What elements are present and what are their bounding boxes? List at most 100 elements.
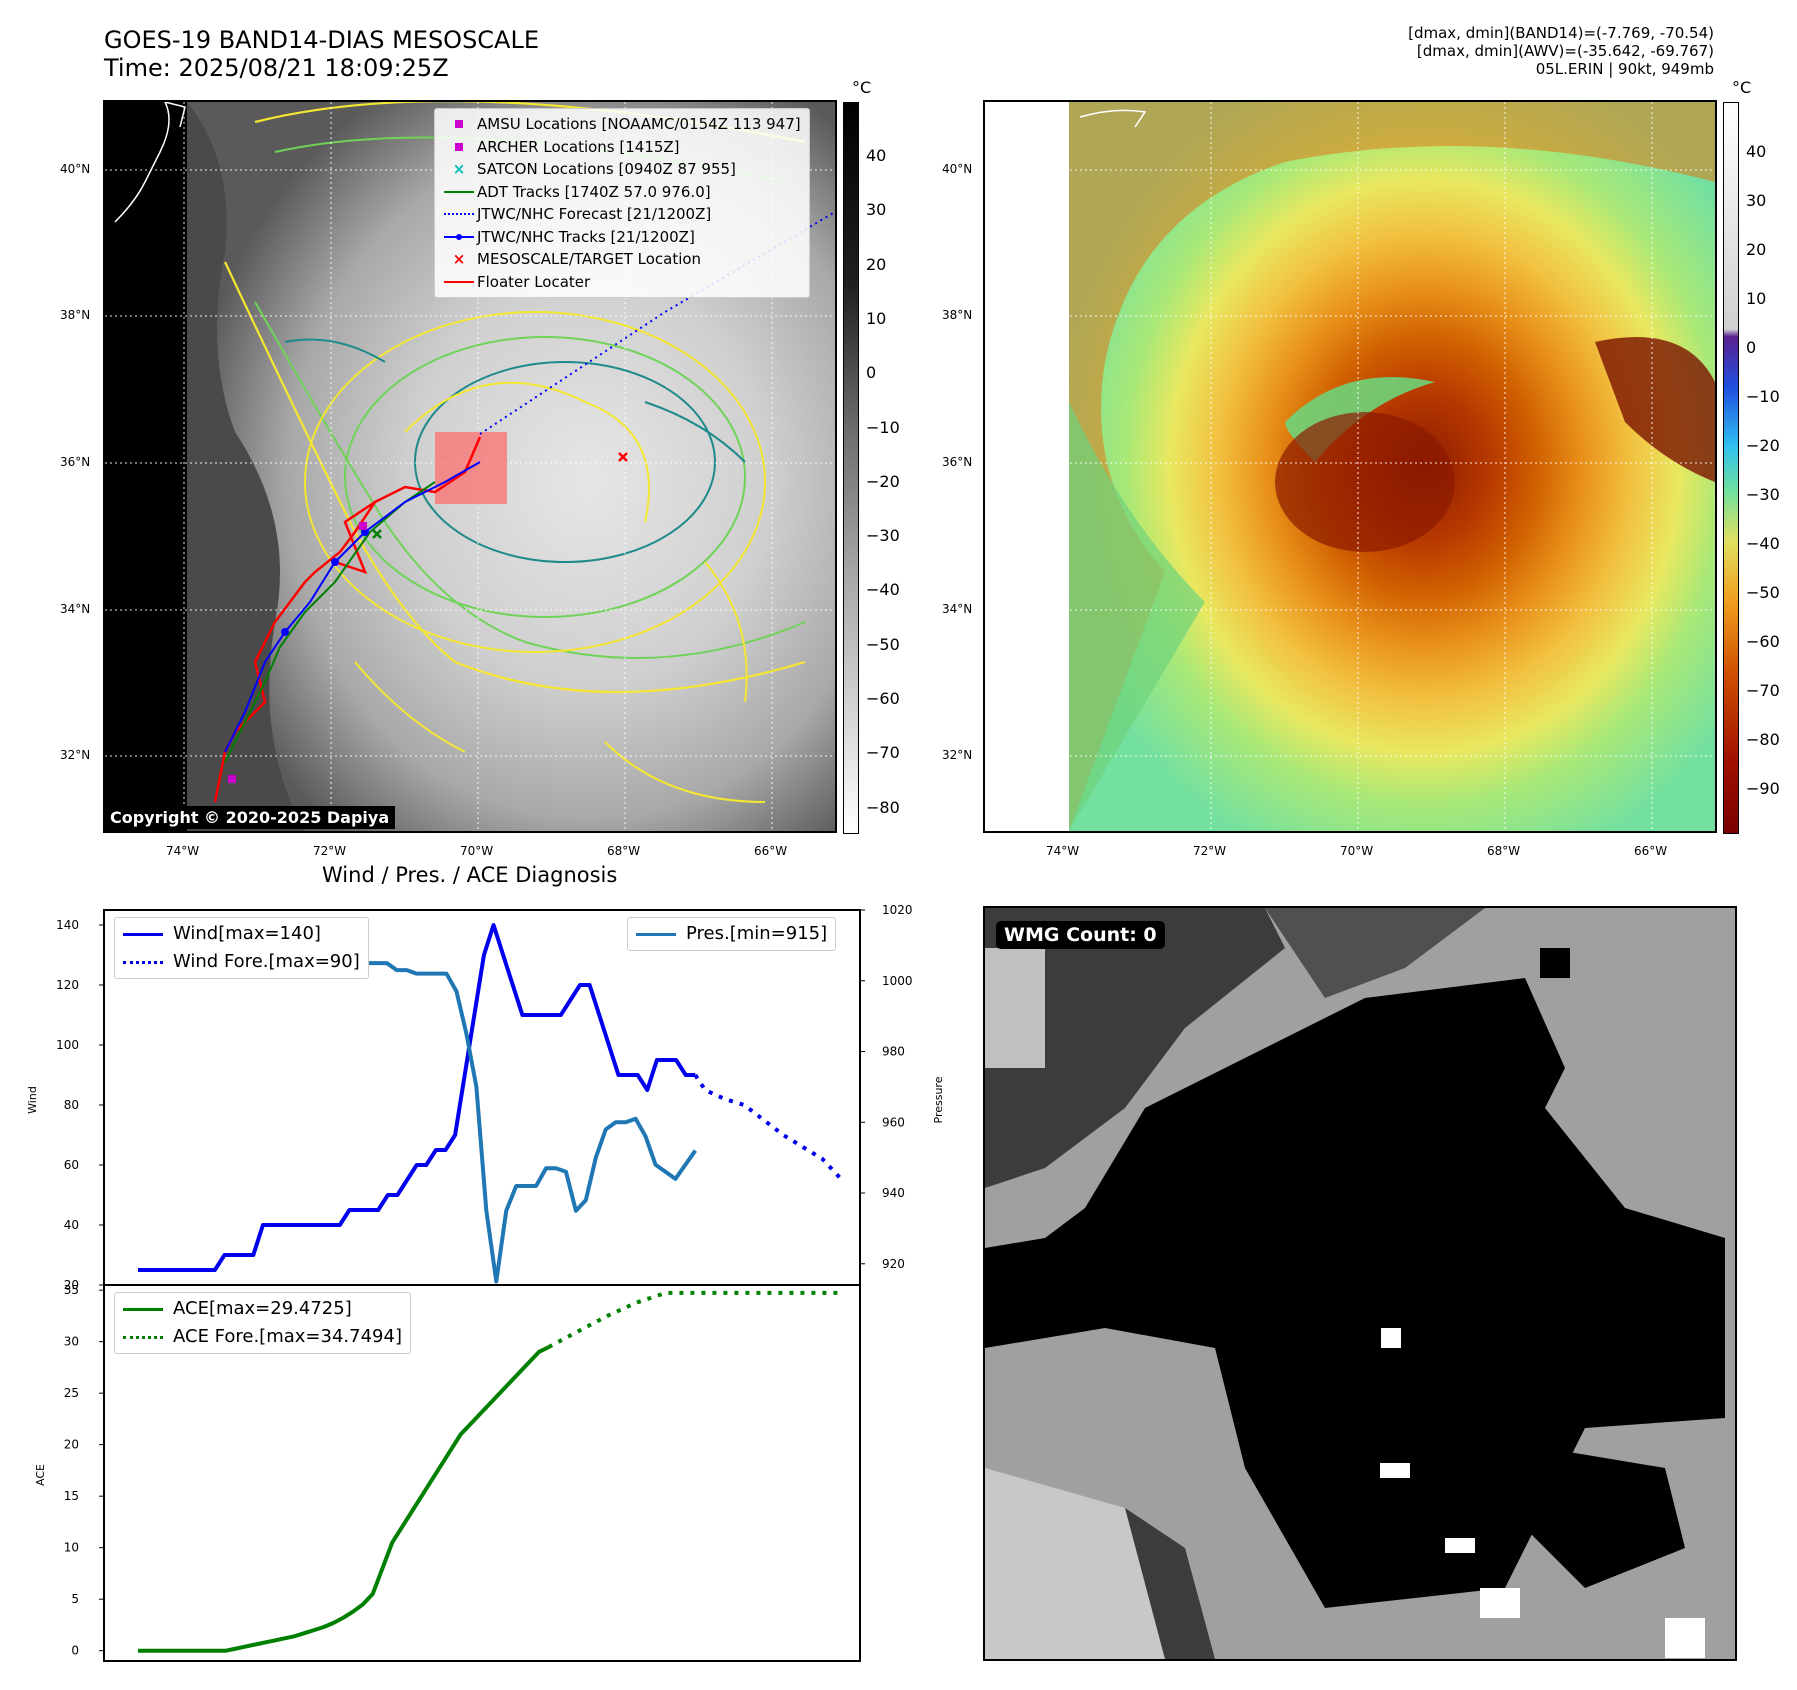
colorbar-tick-label: −80 (866, 797, 900, 817)
colorbar-tick-label: −40 (1746, 534, 1780, 553)
colorbar-left (843, 102, 859, 834)
colorbar-tick-label: −30 (1746, 485, 1780, 504)
wmg-count-badge: WMG Count: 0 (996, 921, 1165, 949)
lon-label: 66°W (754, 844, 788, 858)
pres-ytick-label: 960 (882, 1115, 905, 1129)
lat-label: 34°N (60, 602, 91, 616)
ace-ytick-label: 10 (64, 1541, 79, 1555)
colorbar-unit: °C (852, 78, 872, 97)
lat-label: 38°N (60, 308, 91, 322)
wind-ytick-label: 140 (56, 918, 79, 932)
colorbar-tick-label: −40 (866, 580, 900, 600)
colorbar-tick-label: −20 (1746, 436, 1780, 455)
stats-line2: [dmax, dmin](AWV)=(-35.642, -69.767) (1416, 42, 1714, 60)
wind-forecast-line (693, 1073, 844, 1182)
lat-label: 40°N (60, 162, 91, 176)
colorbar-tick-label: −20 (866, 471, 900, 491)
pressure-legend: Pres.[min=915] (627, 917, 837, 951)
square-icon (455, 120, 463, 129)
colorbar-tick-label: −10 (1746, 387, 1780, 406)
lon-label: 66°W (1634, 844, 1668, 858)
x-mark-icon: × (452, 160, 466, 178)
stats-block: [dmax, dmin](BAND14)=(-7.769, -70.54) [d… (1408, 24, 1714, 78)
colorbar-tick-label: −60 (866, 689, 900, 708)
lat-label: 36°N (60, 455, 91, 469)
colorbar-tick-label: 40 (1746, 142, 1767, 161)
line-icon (123, 932, 163, 936)
diagnosis-title: Wind / Pres. / ACE Diagnosis (322, 863, 618, 887)
pressure-axis-label: Pressure (932, 1076, 945, 1123)
wind-ytick-label: 40 (64, 1218, 79, 1232)
wind-legend: Wind[max=140] Wind Fore.[max=90] (114, 917, 369, 979)
colorbar-unit: °C (1732, 78, 1752, 97)
colorbar-tick-label: −70 (866, 743, 900, 763)
legend-item-satcon: × SATCON Locations [0940Z 87 955] (441, 158, 801, 181)
lon-label: 72°W (1193, 844, 1227, 858)
title-line2: Time: 2025/08/21 18:09:25Z (104, 54, 449, 82)
wind-ytick-label: 100 (56, 1038, 79, 1052)
line-icon (123, 1307, 163, 1311)
stats-line1: [dmax, dmin](BAND14)=(-7.769, -70.54) (1408, 24, 1714, 42)
colorbar-tick-label: 0 (866, 363, 877, 383)
legend-item-amsu: AMSU Locations [NOAAMC/0154Z 113 947] (441, 113, 801, 136)
pres-ytick-label: 1000 (882, 974, 913, 988)
colorbar-tick-label: −10 (866, 417, 900, 437)
lat-label: 32°N (942, 748, 973, 762)
colorbar-tick-label: 0 (1746, 338, 1757, 357)
colorbar-tick-label: 10 (1746, 289, 1767, 308)
map-legend: AMSU Locations [NOAAMC/0154Z 113 947] AR… (434, 108, 810, 298)
wind-ytick-label: 20 (64, 1278, 79, 1292)
ace-ytick-label: 20 (64, 1438, 79, 1452)
colorbar-tick-label: −60 (1746, 632, 1780, 651)
colorbar-tick-label: 40 (866, 146, 887, 165)
colorbar-tick-label: −50 (866, 634, 900, 654)
colorbar-right (1723, 102, 1739, 834)
lon-label: 68°W (1487, 844, 1521, 858)
colorbar-tick-label: −50 (1746, 583, 1780, 602)
lon-label: 70°W (1340, 844, 1374, 858)
square-icon (455, 142, 463, 151)
line-icon (636, 932, 676, 936)
colorbar-tick-label: 10 (866, 308, 887, 328)
ace-ytick-label: 5 (71, 1592, 79, 1606)
ace-ytick-label: 35 (64, 1283, 79, 1297)
colorbar-tick-label: 20 (1746, 240, 1767, 259)
lon-label: 72°W (313, 844, 347, 858)
legend-item-adt: ADT Tracks [1740Z 57.0 976.0] (441, 181, 801, 204)
lon-label: 68°W (607, 844, 641, 858)
wmg-panel (983, 906, 1737, 1661)
ace-ytick-label: 30 (64, 1335, 79, 1349)
wmg-image (985, 908, 1735, 1659)
ace-ytick-label: 0 (71, 1644, 79, 1658)
lat-label: 36°N (942, 455, 973, 469)
figure-title: GOES-19 BAND14-DIAS MESOSCALE Time: 2025… (104, 26, 539, 82)
legend-item-archer: ARCHER Locations [1415Z] (441, 136, 801, 159)
lon-label: 74°W (166, 844, 200, 858)
ace-ytick-label: 25 (64, 1386, 79, 1400)
color-ir-panel (983, 100, 1717, 833)
colorbar-tick-label: −70 (1746, 681, 1780, 700)
lon-label: 74°W (1046, 844, 1080, 858)
legend-item-tracks: JTWC/NHC Tracks [21/1200Z] (441, 226, 801, 249)
ace-axis-label: ACE (34, 1464, 47, 1486)
lon-label: 70°W (460, 844, 494, 858)
ace-forecast-line (547, 1290, 842, 1349)
colorbar-tick-label: −30 (866, 526, 900, 546)
pres-ytick-label: 980 (882, 1045, 905, 1059)
colorbar-tick-label: −80 (1746, 730, 1780, 749)
lat-label: 32°N (60, 748, 91, 762)
diagnosis-chart: 2040608010012014092094096098010001020051… (26, 903, 945, 1662)
ace-legend: ACE[max=29.4725] ACE Fore.[max=34.7494] (114, 1292, 411, 1354)
legend-item-target: × MESOSCALE/TARGET Location (441, 248, 801, 271)
line-icon (444, 190, 474, 193)
wind-ytick-label: 120 (56, 978, 79, 992)
pres-ytick-label: 940 (882, 1186, 905, 1200)
line-icon (444, 280, 474, 283)
pres-ytick-label: 920 (882, 1257, 905, 1271)
dotted-line-icon (123, 1335, 163, 1339)
title-line1: GOES-19 BAND14-DIAS MESOSCALE (104, 26, 540, 54)
line-dot-icon (444, 233, 474, 240)
legend-item-forecast: JTWC/NHC Forecast [21/1200Z] (441, 203, 801, 226)
dotted-line-icon (123, 960, 163, 964)
wind-axis-label: Wind (26, 1086, 39, 1114)
